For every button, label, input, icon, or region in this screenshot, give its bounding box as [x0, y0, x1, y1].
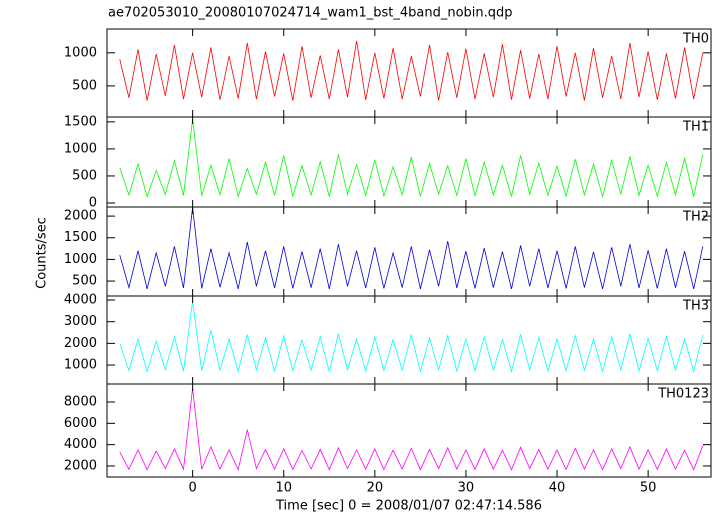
- data-line: [119, 207, 704, 290]
- panel-label: TH0: [682, 32, 709, 47]
- y-tick-label: 8000: [64, 395, 97, 410]
- y-tick-label: 1000: [64, 252, 97, 267]
- y-tick-label: 4000: [64, 437, 97, 452]
- y-tick-label: 500: [72, 274, 97, 289]
- y-tick-label: 1000: [64, 358, 97, 373]
- panel-label: TH3: [682, 299, 709, 314]
- x-tick-label: 30: [458, 481, 475, 496]
- y-tick-label: 2000: [64, 336, 97, 351]
- panel-frame: [106, 383, 712, 478]
- x-tick-label: 0: [188, 481, 196, 496]
- panel-frame: [106, 28, 712, 118]
- panel-label: TH0123: [657, 387, 709, 402]
- data-line: [119, 301, 704, 374]
- y-tick-label: 4000: [64, 293, 97, 308]
- chart-title: ae702053010_20080107024714_wam1_bst_4ban…: [108, 6, 513, 21]
- data-line: [119, 119, 704, 199]
- y-tick-label: 1500: [64, 230, 97, 245]
- panel-label: TH2: [682, 210, 709, 225]
- data-line: [119, 40, 704, 101]
- y-axis-label: Counts/sec: [35, 217, 50, 289]
- x-tick-label: 20: [367, 481, 384, 496]
- x-axis-label: Time [sec] 0 = 2008/01/07 02:47:14.586: [275, 499, 542, 514]
- y-tick-label: 500: [72, 168, 97, 183]
- y-tick-label: 0: [89, 195, 97, 210]
- data-line: [119, 388, 704, 471]
- x-tick-label: 50: [640, 481, 657, 496]
- y-tick-label: 2000: [64, 458, 97, 473]
- y-tick-label: 3000: [64, 314, 97, 329]
- y-tick-label: 6000: [64, 416, 97, 431]
- y-tick-label: 1000: [64, 141, 97, 156]
- panel-label: TH1: [682, 120, 709, 135]
- x-tick-label: 10: [275, 481, 292, 496]
- x-tick-label: 40: [549, 481, 566, 496]
- y-tick-label: 500: [72, 78, 97, 93]
- y-tick-label: 1500: [64, 114, 97, 129]
- y-tick-label: 1000: [64, 45, 97, 60]
- y-tick-label: 2000: [64, 209, 97, 224]
